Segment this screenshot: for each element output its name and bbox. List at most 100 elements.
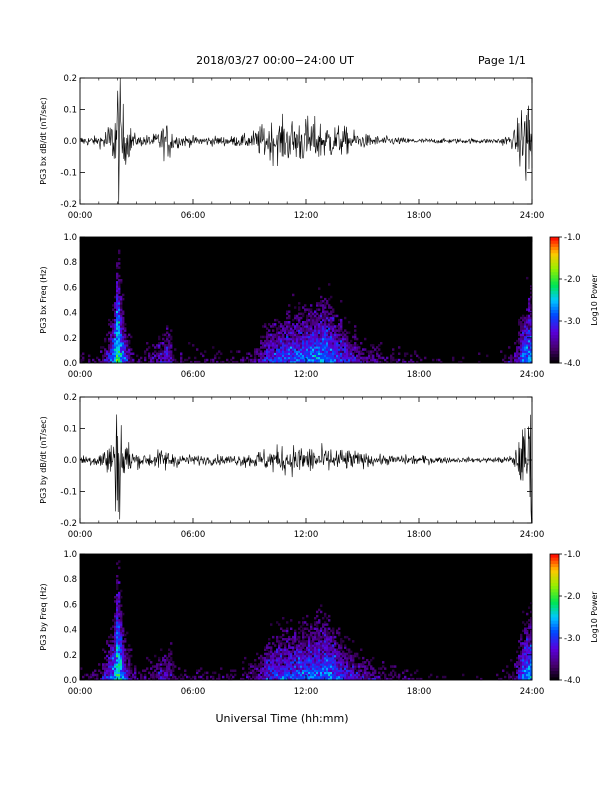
spectrogram-cell: [332, 335, 335, 339]
spectrogram-cell: [520, 671, 523, 675]
spectrogram-cell: [338, 344, 341, 347]
spectrogram-cell: [324, 663, 327, 666]
spectrogram-cell: [276, 335, 279, 339]
spectrogram-cell: [272, 337, 275, 341]
spectrogram-cell: [320, 661, 323, 664]
spectrogram-cell: [162, 352, 165, 355]
spectrogram-cell: [328, 333, 331, 337]
spectrogram-cell: [116, 612, 119, 616]
spectrogram-cell: [528, 638, 531, 641]
spectrogram-cell: [526, 627, 529, 630]
spectrogram-cell: [266, 350, 269, 353]
spectrogram-cell: [530, 325, 533, 328]
spectrogram-cell: [354, 652, 357, 656]
spectrogram-cell: [398, 352, 401, 355]
spectrogram-cell: [520, 335, 523, 339]
spectrogram-cell: [340, 652, 343, 656]
spectrogram-cell: [504, 354, 507, 358]
spectrogram-cell: [266, 671, 269, 675]
spectrogram-cell: [318, 661, 321, 664]
spectrogram-cell: [338, 644, 341, 647]
spectrogram-cell: [322, 652, 325, 656]
spectrogram-cell: [302, 325, 305, 328]
spectrogram-cell: [524, 661, 527, 664]
spectrogram-cell: [334, 642, 337, 645]
spectrogram-cell: [346, 663, 349, 666]
spectrogram-cell: [268, 656, 271, 660]
spectrogram-cell: [302, 323, 305, 326]
spectrogram-cell: [340, 333, 343, 337]
spectrogram-cell: [124, 323, 127, 326]
spectrogram-cell: [520, 348, 523, 351]
spectrogram-cell: [276, 659, 279, 662]
spectrogram-cell: [322, 329, 325, 332]
spectrogram-cell: [344, 329, 347, 332]
spectrogram-cell: [370, 659, 373, 662]
spectrogram-cell: [128, 356, 131, 360]
spectrogram-cell: [124, 671, 127, 675]
spectrogram-cell: [284, 646, 287, 649]
spectrogram-cell: [530, 285, 533, 288]
spectrogram-cell: [358, 677, 361, 681]
spectrogram-cell: [356, 360, 359, 364]
spectrogram-cell: [390, 677, 393, 681]
spectrogram-cell: [112, 654, 115, 658]
spectrogram-cell: [196, 360, 199, 364]
spectrogram-cell: [268, 661, 271, 664]
spectrogram-cell: [302, 354, 305, 358]
spectrogram-cell: [124, 677, 127, 681]
spectrogram-cell: [182, 360, 185, 364]
spectrogram-cell: [178, 675, 181, 679]
spectrogram-cell: [358, 665, 361, 668]
spectrogram-cell: [282, 354, 285, 358]
spectrogram-cell: [340, 360, 343, 364]
spectrogram-cell: [320, 302, 323, 305]
spectrogram-cell: [322, 350, 325, 353]
spectrogram-cell: [346, 354, 349, 358]
spectrogram-cell: [362, 671, 365, 675]
spectrogram-cell: [272, 656, 275, 660]
spectrogram-cell: [520, 665, 523, 668]
spectrogram-cell: [296, 675, 299, 679]
spectrogram-cell: [352, 671, 355, 675]
spectrogram-cell: [368, 354, 371, 358]
spectrogram-cell: [530, 350, 533, 353]
spectrogram-cell: [308, 663, 311, 666]
spectrogram-cell: [316, 656, 319, 660]
spectrogram-cell: [362, 669, 365, 672]
spectrogram-cell: [310, 642, 313, 645]
spectrogram-cell: [312, 321, 315, 324]
spectrogram-cell: [288, 650, 291, 654]
spectrogram-cell: [262, 675, 265, 679]
spectrogram-cell: [330, 329, 333, 332]
spectrogram-cell: [414, 352, 417, 355]
spectrogram-cell: [302, 633, 305, 637]
spectrogram-cell: [528, 337, 531, 341]
spectrogram-cell: [202, 354, 205, 358]
spectrogram-cell: [362, 352, 365, 355]
spectrogram-cell: [528, 650, 531, 654]
spectrogram-cell: [268, 667, 271, 670]
spectrogram-cell: [300, 346, 303, 349]
spectrogram-cell: [116, 617, 119, 620]
spectrogram-cell: [254, 350, 257, 353]
spectrogram-cell: [520, 675, 523, 679]
colorbar-segment: [550, 237, 559, 241]
spectrogram-cell: [326, 333, 329, 337]
spectrogram-cell: [294, 327, 297, 330]
spectrogram-cell: [518, 333, 521, 337]
spectrogram-cell: [184, 673, 187, 677]
spectrogram-cell: [342, 333, 345, 337]
spectrogram-cell: [116, 638, 119, 641]
spectrogram-cell: [288, 646, 291, 649]
spectrogram-cell: [394, 671, 397, 675]
spectrogram-cell: [118, 612, 121, 616]
spectrogram-cell: [306, 646, 309, 649]
spectrogram-cell: [114, 675, 117, 679]
spectrogram-cell: [112, 337, 115, 341]
spectrogram-cell: [144, 677, 147, 681]
spectrogram-cell: [310, 342, 313, 345]
spectrogram-cell: [276, 356, 279, 360]
spectrogram-cell: [338, 318, 341, 322]
spectrogram-cell: [528, 644, 531, 647]
